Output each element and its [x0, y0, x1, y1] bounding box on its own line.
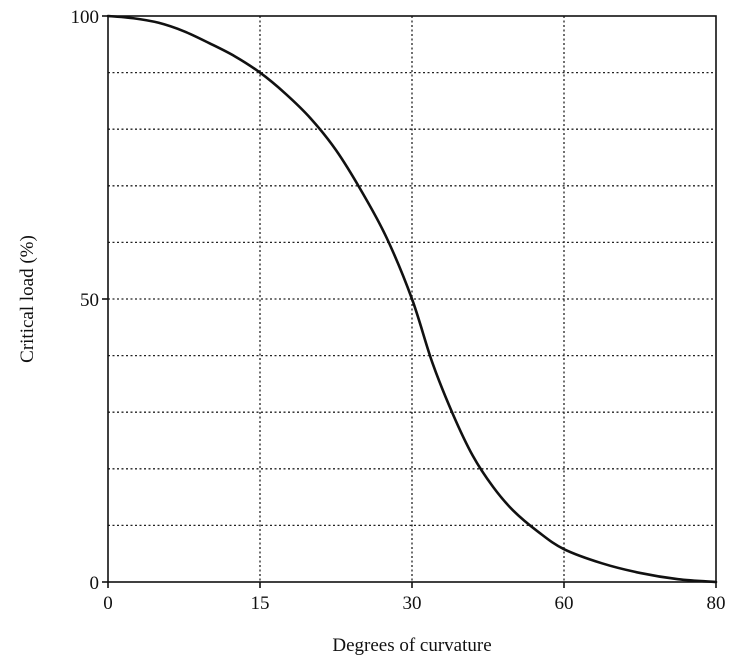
- y-tick-label: 0: [90, 573, 100, 594]
- x-tick-label: 0: [103, 593, 113, 614]
- axis-ticks: 0 15 30 60 80 0 50 100: [71, 7, 726, 614]
- y-tick-label: 100: [71, 7, 100, 28]
- x-tick-label: 60: [555, 593, 574, 614]
- x-axis-label: Degrees of curvature: [332, 635, 491, 656]
- series-line: [106, 14, 718, 584]
- x-tick-label: 15: [251, 593, 270, 614]
- y-axis-label: Critical load (%): [17, 235, 38, 363]
- y-tick-label: 50: [80, 290, 99, 311]
- x-tick-label: 30: [403, 593, 422, 614]
- x-tick-label: 80: [707, 593, 726, 614]
